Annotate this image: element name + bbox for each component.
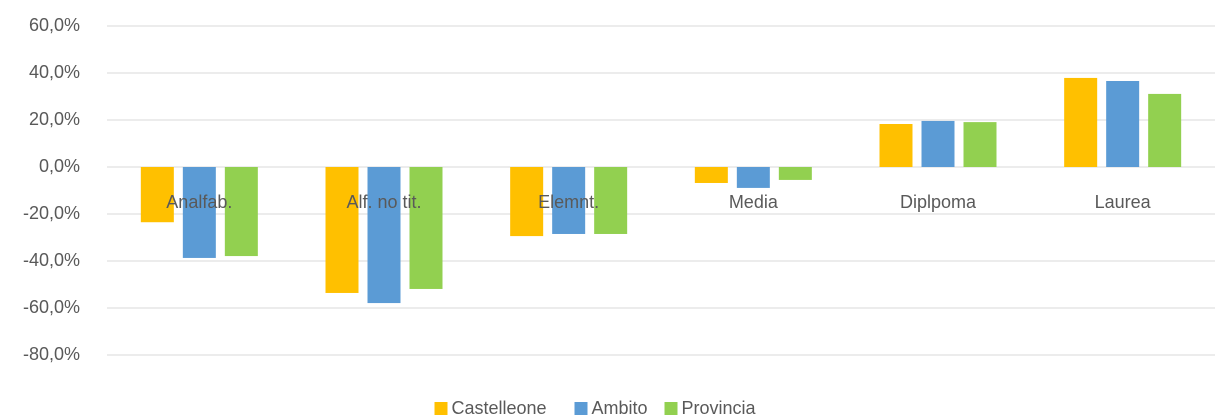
bar [510, 167, 544, 237]
legend-swatch [574, 402, 588, 415]
y-tick-label: 60,0% [29, 15, 80, 35]
bar [879, 123, 913, 167]
x-tick-label: Laurea [1095, 192, 1152, 212]
bar [694, 167, 728, 183]
x-tick-label: Diplpoma [900, 192, 977, 212]
bar [367, 167, 401, 304]
bar [1106, 80, 1140, 167]
x-tick-label: Alf. no tit. [346, 192, 421, 212]
legend-label: Ambito [592, 398, 648, 418]
x-tick-label: Elemnt. [538, 192, 599, 212]
y-tick-label: -20,0% [23, 203, 80, 223]
x-tick-label: Analfab. [166, 192, 232, 212]
bar [552, 167, 586, 234]
bar [224, 167, 258, 257]
bar [1148, 93, 1182, 167]
legend-swatch [664, 402, 678, 415]
y-tick-label: 0,0% [39, 156, 80, 176]
bar [963, 122, 997, 167]
legend-swatch [434, 402, 448, 415]
bar [594, 167, 628, 234]
bar [736, 167, 770, 188]
y-tick-label: -40,0% [23, 250, 80, 270]
bar [921, 120, 955, 167]
bar [325, 167, 359, 293]
bar [1064, 77, 1098, 167]
bar [409, 167, 443, 289]
y-tick-label: 40,0% [29, 62, 80, 82]
legend-label: Provincia [682, 398, 757, 418]
bar [140, 167, 174, 223]
bar [778, 167, 812, 180]
legend-label: Castelleone [452, 398, 547, 418]
y-tick-label: -60,0% [23, 297, 80, 317]
y-tick-label: 20,0% [29, 109, 80, 129]
x-tick-label: Media [729, 192, 779, 212]
bar [182, 167, 216, 258]
y-tick-label: -80,0% [23, 344, 80, 364]
